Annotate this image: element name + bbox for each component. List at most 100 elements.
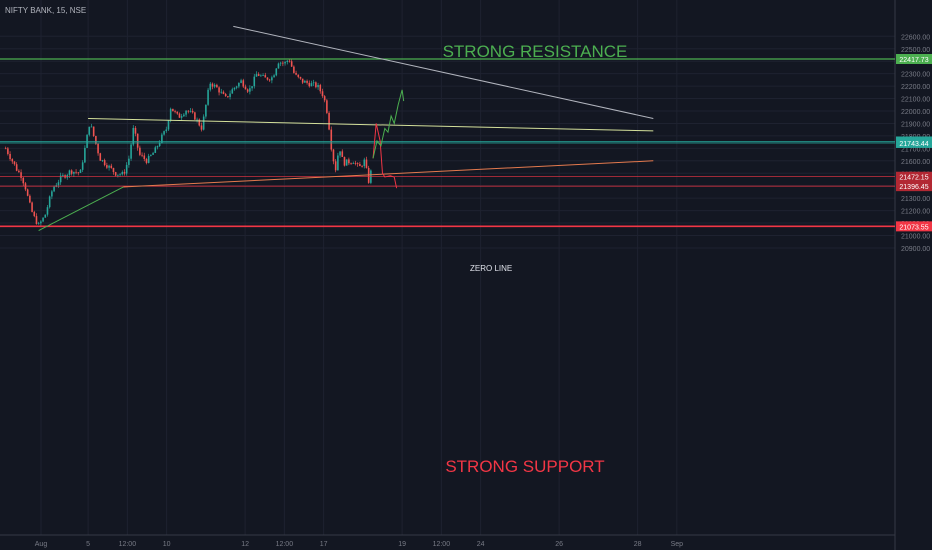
candle-body <box>301 78 304 83</box>
price-tick-label: 22100.00 <box>901 97 930 104</box>
candle-body <box>238 82 240 87</box>
candle-body <box>266 77 269 80</box>
candle-body <box>257 74 260 76</box>
candle-body <box>264 75 267 78</box>
level-price-badge <box>896 137 932 148</box>
candle-body <box>330 129 333 150</box>
price-tick-label: 21600.00 <box>901 159 930 166</box>
candle-body <box>37 223 40 225</box>
price-tick-label: 22200.00 <box>901 84 930 91</box>
candle-body <box>363 159 366 167</box>
candle-body <box>339 151 341 156</box>
candle-body <box>92 126 95 137</box>
candle-body <box>169 108 172 121</box>
candle-body <box>229 93 231 97</box>
candle-body <box>125 164 128 174</box>
candle-body <box>77 172 80 174</box>
candle-body <box>306 80 308 83</box>
candle-body <box>174 111 176 113</box>
candle-body <box>103 160 106 166</box>
candle-body <box>20 172 22 178</box>
candle-body <box>183 114 185 117</box>
candle-body <box>178 113 181 118</box>
candle-body <box>79 169 82 173</box>
candle-body <box>66 174 69 178</box>
candle-body <box>9 153 11 160</box>
candle-body <box>293 66 295 73</box>
candle-body <box>297 74 300 77</box>
level-price-label: 21743.44 <box>899 141 928 148</box>
candle-body <box>128 158 130 165</box>
candle-body <box>95 136 97 144</box>
candle-body <box>152 152 154 155</box>
candle-body <box>343 157 346 166</box>
candle-body <box>33 211 36 217</box>
candle-body <box>108 165 110 168</box>
candle-body <box>158 142 161 147</box>
trendline-descending-resistance[interactable] <box>233 25 654 119</box>
candle-body <box>240 80 242 83</box>
candle-body <box>200 125 203 130</box>
candle-body <box>130 144 132 159</box>
candle-body <box>4 148 7 150</box>
price-tick-label: 22000.00 <box>901 109 930 116</box>
candle-body <box>356 163 359 165</box>
candle-body <box>328 112 330 130</box>
candle-body <box>220 91 223 93</box>
candle-body <box>143 155 146 159</box>
candle-body <box>121 172 124 175</box>
resistance-label: STRONG RESISTANCE <box>443 42 628 61</box>
candle-body <box>304 80 306 83</box>
candle-body <box>218 87 220 93</box>
candle-body <box>194 112 196 120</box>
candle-body <box>68 170 71 175</box>
candle-body <box>222 91 225 94</box>
trendline-bottom-trend[interactable] <box>38 186 124 231</box>
candle-body <box>253 76 256 87</box>
candle-body <box>40 221 42 224</box>
candle-body <box>136 133 139 148</box>
candle-body <box>361 166 363 167</box>
trendline-ascending-support[interactable] <box>123 160 654 188</box>
candle-body <box>185 110 187 115</box>
candle-body <box>48 196 51 208</box>
candle-body <box>110 165 113 168</box>
price-tick-label: 21300.00 <box>901 196 930 203</box>
candle-body <box>163 131 165 135</box>
candle-body <box>216 84 218 88</box>
candle-body <box>288 60 291 62</box>
candle-body <box>209 83 212 90</box>
candle-body <box>161 134 163 143</box>
time-tick-label: 19 <box>398 541 406 548</box>
candle-body <box>176 111 179 114</box>
candle-body <box>35 216 38 224</box>
candle-body <box>354 163 357 164</box>
candle-body <box>202 116 205 130</box>
candle-body <box>211 83 214 87</box>
candle-body <box>299 76 302 79</box>
price-tick-label: 21200.00 <box>901 209 930 216</box>
candle-body <box>273 75 275 78</box>
candle-body <box>332 149 335 162</box>
level-price-label: 21073.55 <box>899 224 928 231</box>
candle-body <box>268 79 271 81</box>
candle-body <box>286 60 289 62</box>
candle-body <box>205 104 207 117</box>
time-tick-label: 12 <box>241 541 249 548</box>
candle-body <box>231 89 234 94</box>
level-price-label: 21396.45 <box>899 184 928 191</box>
candle-body <box>317 85 319 88</box>
candle-body <box>235 86 238 88</box>
candle-body <box>97 143 99 154</box>
candle-body <box>147 155 150 163</box>
candle-body <box>53 186 55 192</box>
candle-body <box>246 89 249 92</box>
candle-body <box>326 100 328 113</box>
candle-body <box>117 174 119 176</box>
candle-body <box>189 110 192 112</box>
candle-body <box>315 82 317 88</box>
candle-body <box>345 159 348 166</box>
candle-body <box>198 119 201 126</box>
trendline-upper-channel[interactable] <box>88 117 654 132</box>
